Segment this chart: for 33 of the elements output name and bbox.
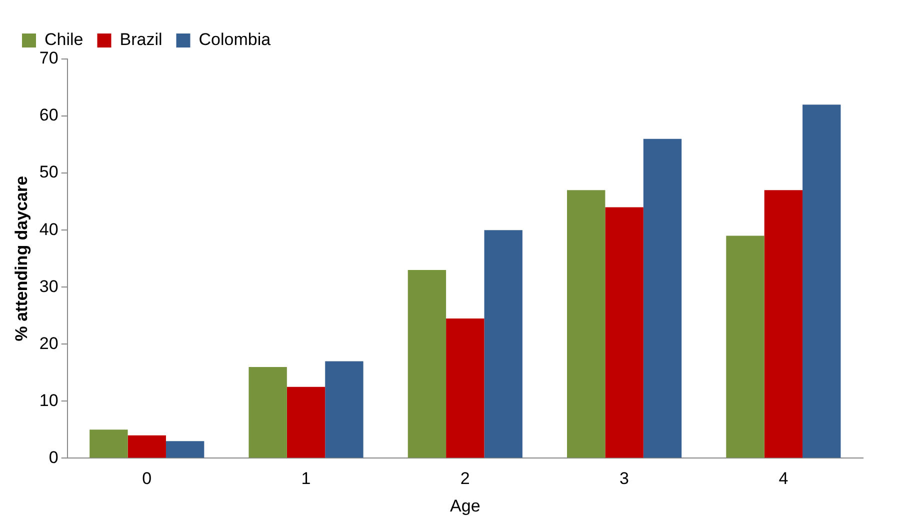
bar <box>325 361 364 458</box>
x-axis-title: Age <box>450 496 480 516</box>
y-axis-title: % attending daycare <box>12 176 31 342</box>
x-tick-label: 3 <box>620 469 630 488</box>
legend-label: Brazil <box>120 30 162 50</box>
x-tick-label: 4 <box>778 469 788 488</box>
x-tick-label: 2 <box>460 469 470 488</box>
y-tick-label: 50 <box>39 162 58 182</box>
bar <box>484 230 522 458</box>
bar <box>567 190 606 458</box>
legend-label: Colombia <box>198 30 272 50</box>
y-tick-label: 0 <box>48 448 58 467</box>
bar <box>726 236 764 458</box>
x-tick-label: 0 <box>142 469 152 488</box>
bar <box>802 104 841 458</box>
y-tick-label: 20 <box>39 334 58 353</box>
legend-label: Chile <box>44 30 84 50</box>
bar <box>128 435 166 458</box>
bar <box>764 190 803 458</box>
y-tick-label: 30 <box>39 276 58 296</box>
bar <box>286 386 326 458</box>
bar <box>605 207 644 458</box>
bar <box>643 138 682 458</box>
bar <box>408 270 446 458</box>
bar <box>446 318 484 458</box>
y-tick-label: 70 <box>39 48 58 68</box>
bar <box>90 430 128 458</box>
y-tick-label: 40 <box>39 220 58 239</box>
bar <box>248 366 287 458</box>
y-tick-label: 10 <box>39 390 58 410</box>
bar <box>166 441 204 458</box>
x-tick-label: 1 <box>301 469 311 488</box>
y-tick-label: 60 <box>39 106 58 125</box>
